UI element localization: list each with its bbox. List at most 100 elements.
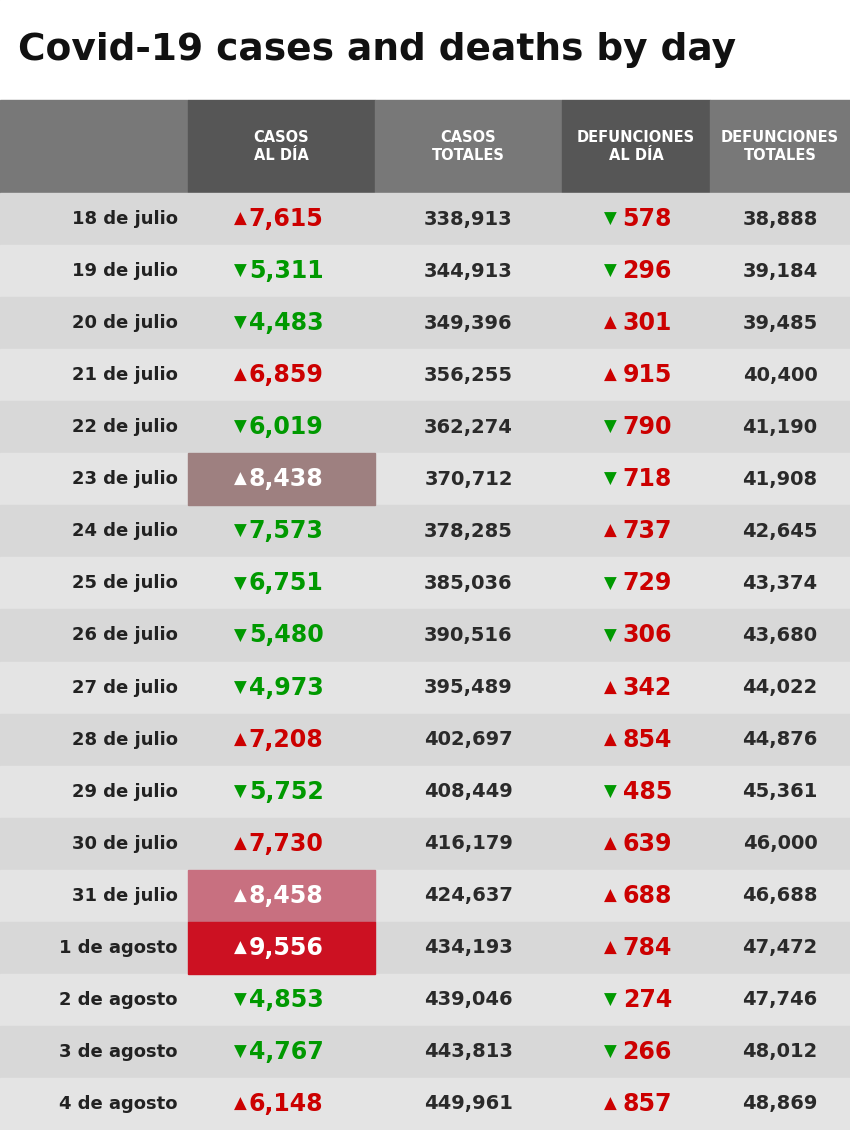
- Text: 344,913: 344,913: [424, 261, 513, 280]
- Text: 44,876: 44,876: [742, 730, 818, 749]
- Bar: [0, 974, 850, 1026]
- Text: 439,046: 439,046: [424, 990, 513, 1009]
- Text: 7,573: 7,573: [248, 520, 324, 544]
- Text: 356,255: 356,255: [424, 366, 513, 384]
- Text: Covid-19 cases and deaths by day: Covid-19 cases and deaths by day: [18, 32, 736, 68]
- Text: ▲: ▲: [604, 939, 617, 957]
- Text: ▼: ▼: [604, 626, 617, 644]
- Text: 718: 718: [622, 468, 672, 492]
- Bar: [188, 453, 375, 505]
- Text: 301: 301: [622, 311, 672, 336]
- Text: 402,697: 402,697: [424, 730, 513, 749]
- Text: 48,869: 48,869: [742, 1095, 818, 1113]
- Text: 443,813: 443,813: [424, 1042, 513, 1061]
- Text: 7,730: 7,730: [248, 832, 324, 855]
- Text: 408,449: 408,449: [424, 782, 513, 801]
- Text: 46,688: 46,688: [742, 886, 818, 905]
- Text: ▼: ▼: [604, 470, 617, 488]
- Text: CASOS
AL DÍA: CASOS AL DÍA: [253, 130, 309, 163]
- Text: 729: 729: [622, 572, 672, 596]
- Text: 30 de julio: 30 de julio: [72, 835, 178, 853]
- Text: 44,022: 44,022: [742, 678, 818, 697]
- Text: ▲: ▲: [234, 939, 246, 957]
- Text: ▼: ▼: [234, 678, 246, 696]
- Text: 266: 266: [622, 1040, 672, 1064]
- Text: ▲: ▲: [234, 366, 246, 384]
- Text: 41,190: 41,190: [742, 418, 818, 437]
- Text: 25 de julio: 25 de julio: [72, 574, 178, 592]
- Text: 4,483: 4,483: [249, 311, 324, 336]
- Text: 39,485: 39,485: [742, 314, 818, 332]
- Text: ▲: ▲: [234, 1095, 246, 1113]
- Text: ▼: ▼: [234, 574, 246, 592]
- Text: 7,208: 7,208: [249, 728, 324, 751]
- Text: 370,712: 370,712: [424, 470, 513, 489]
- Text: 639: 639: [622, 832, 672, 855]
- Text: 434,193: 434,193: [424, 938, 513, 957]
- Text: 45,361: 45,361: [742, 782, 818, 801]
- Bar: [0, 870, 850, 922]
- Text: 42,645: 42,645: [742, 522, 818, 541]
- Text: 1 de agosto: 1 de agosto: [60, 939, 178, 957]
- Bar: [0, 818, 850, 870]
- Text: 29 de julio: 29 de julio: [72, 783, 178, 801]
- Text: ▼: ▼: [234, 262, 246, 280]
- Text: 22 de julio: 22 de julio: [72, 418, 178, 436]
- Text: ▼: ▼: [604, 262, 617, 280]
- Text: ▲: ▲: [604, 522, 617, 540]
- Text: 6,859: 6,859: [248, 363, 324, 388]
- Text: 19 de julio: 19 de julio: [72, 262, 178, 280]
- Text: ▲: ▲: [604, 887, 617, 905]
- Bar: [0, 401, 850, 453]
- Text: 9,556: 9,556: [248, 936, 324, 959]
- Text: 274: 274: [623, 988, 672, 1011]
- Text: 4 de agosto: 4 de agosto: [60, 1095, 178, 1113]
- Text: 349,396: 349,396: [424, 314, 513, 332]
- Text: 24 de julio: 24 de julio: [72, 522, 178, 540]
- Text: 43,374: 43,374: [742, 574, 818, 593]
- Text: ▼: ▼: [604, 1043, 617, 1061]
- Text: ▼: ▼: [234, 314, 246, 332]
- Bar: [0, 453, 850, 505]
- Text: 6,019: 6,019: [249, 415, 324, 440]
- Bar: [0, 0, 850, 99]
- Text: 39,184: 39,184: [742, 261, 818, 280]
- Text: ▲: ▲: [604, 731, 617, 748]
- Text: ▲: ▲: [234, 470, 246, 488]
- Text: 6,751: 6,751: [249, 572, 324, 596]
- Text: 378,285: 378,285: [424, 522, 513, 541]
- Text: CASOS
TOTALES: CASOS TOTALES: [432, 130, 505, 163]
- Bar: [0, 1026, 850, 1078]
- Text: 3 de agosto: 3 de agosto: [60, 1043, 178, 1061]
- Text: ▼: ▼: [234, 418, 246, 436]
- Text: 38,888: 38,888: [742, 209, 818, 228]
- Text: 6,148: 6,148: [249, 1092, 324, 1116]
- Text: 20 de julio: 20 de julio: [72, 314, 178, 332]
- Text: 416,179: 416,179: [424, 834, 513, 853]
- Text: ▲: ▲: [234, 835, 246, 853]
- Text: 578: 578: [622, 207, 672, 231]
- Text: 306: 306: [622, 624, 672, 647]
- Bar: [0, 193, 850, 245]
- Text: ▼: ▼: [234, 783, 246, 801]
- Text: 390,516: 390,516: [424, 626, 513, 645]
- Text: 424,637: 424,637: [424, 886, 513, 905]
- Text: 362,274: 362,274: [424, 418, 513, 437]
- Text: 338,913: 338,913: [424, 209, 513, 228]
- Text: 790: 790: [622, 415, 672, 440]
- Text: 8,438: 8,438: [249, 468, 324, 492]
- Text: 854: 854: [622, 728, 672, 751]
- Text: 18 de julio: 18 de julio: [72, 210, 178, 228]
- Text: ▼: ▼: [604, 418, 617, 436]
- Bar: [0, 297, 850, 349]
- Text: 31 de julio: 31 de julio: [72, 887, 178, 905]
- Bar: [0, 505, 850, 557]
- Text: 342: 342: [623, 676, 672, 699]
- Text: 4,853: 4,853: [249, 988, 324, 1011]
- Bar: [0, 349, 850, 401]
- Text: ▼: ▼: [604, 783, 617, 801]
- Bar: [0, 99, 188, 193]
- Text: 737: 737: [622, 520, 672, 544]
- Text: 5,480: 5,480: [249, 624, 324, 647]
- Text: 5,311: 5,311: [249, 259, 324, 284]
